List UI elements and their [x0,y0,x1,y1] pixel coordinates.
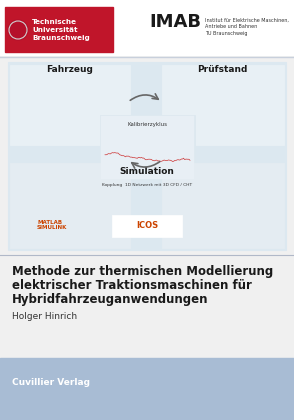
Circle shape [8,20,28,40]
Bar [112,215,182,237]
Text: ICOS: ICOS [136,221,158,231]
Text: Kopplung  1D Netzwerk mit 3D CFD / CHT: Kopplung 1D Netzwerk mit 3D CFD / CHT [102,183,192,187]
Text: IMAB: IMAB [149,13,201,31]
Text: Holger Hinrich: Holger Hinrich [12,312,77,321]
Text: Hybridfahrzeuganwendungen: Hybridfahrzeuganwendungen [12,293,208,306]
Text: Simulation: Simulation [120,166,174,176]
Text: Cuvillier Verlag: Cuvillier Verlag [12,378,90,387]
Text: Kalibrierzyklus: Kalibrierzyklus [127,122,167,127]
Text: Institut für Elektrische Maschinen,
Antriebe und Bahnen
TU Braunschweig: Institut für Elektrische Maschinen, Antr… [205,18,289,37]
Bar [162,163,284,248]
Bar [10,65,130,145]
Bar [10,163,130,248]
Text: MATLAB
SIMULINK: MATLAB SIMULINK [37,220,67,231]
Bar [8,62,286,250]
Bar [0,358,294,420]
Bar [162,65,284,145]
Text: Methode zur thermischen Modellierung: Methode zur thermischen Modellierung [12,265,273,278]
Text: Fahrzeug: Fahrzeug [46,66,93,74]
Bar [101,116,194,179]
Bar [5,7,113,52]
Bar [100,115,195,180]
Text: elektrischer Traktionsmaschinen für: elektrischer Traktionsmaschinen für [12,279,252,292]
Text: Prüfstand: Prüfstand [197,66,247,74]
Text: Technische
Universität
Braunschweig: Technische Universität Braunschweig [32,19,90,41]
Bar [0,0,294,55]
